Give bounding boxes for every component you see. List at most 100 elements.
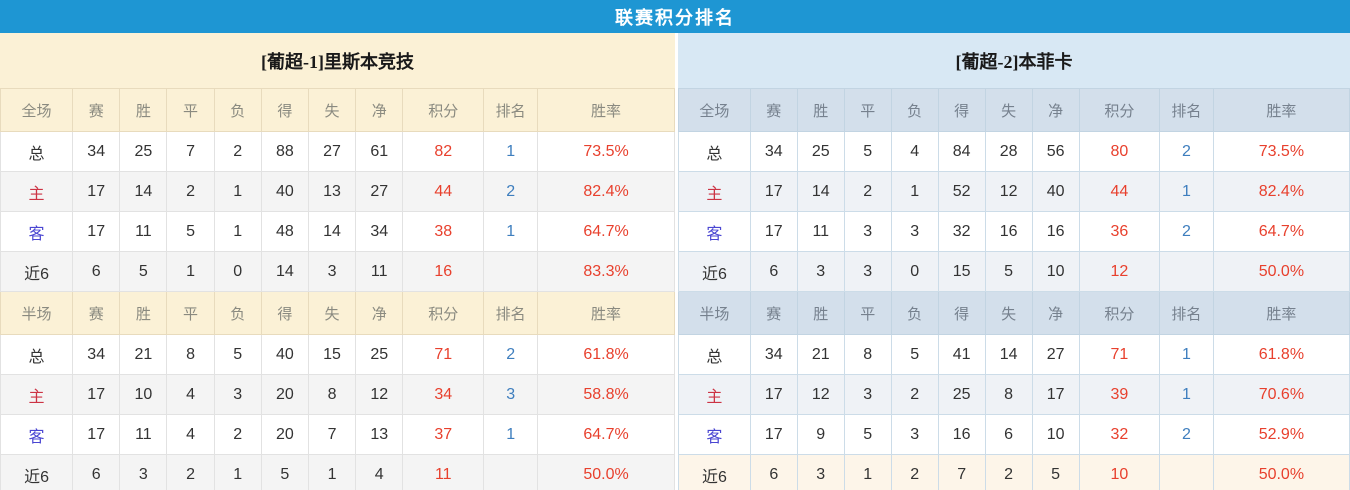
- stat-cell: 11: [119, 211, 168, 252]
- stats-row-recent: 近6 6 3 2 1 5 1 4 11 50.0%: [0, 454, 675, 490]
- rank-cell: 2: [1159, 131, 1214, 172]
- stat-cell: 5: [166, 211, 215, 252]
- points-cell: 12: [1078, 251, 1161, 292]
- rank-cell: 2: [483, 171, 539, 212]
- stat-cell: 2: [890, 374, 939, 415]
- stat-cell: 25: [796, 131, 845, 172]
- stat-cell: 9: [796, 414, 845, 455]
- column-header: 失: [984, 291, 1033, 335]
- stat-cell: 27: [307, 131, 357, 172]
- points-cell: 71: [1078, 334, 1161, 375]
- stat-cell: 14: [119, 171, 168, 212]
- stat-cell: 21: [119, 334, 168, 375]
- rank-cell: 1: [483, 131, 539, 172]
- stat-cell: 7: [307, 414, 357, 455]
- stat-cell: 4: [166, 374, 215, 415]
- column-header: 排名: [1159, 291, 1214, 335]
- stat-cell: 0: [213, 251, 262, 292]
- stat-cell: 4: [355, 454, 404, 490]
- stat-cell: 1: [890, 171, 939, 212]
- stat-cell: 15: [937, 251, 986, 292]
- points-cell: 80: [1078, 131, 1161, 172]
- rank-cell: [1159, 454, 1214, 490]
- stat-cell: 7: [166, 131, 215, 172]
- column-header: 胜率: [537, 88, 675, 132]
- stat-cell: 2: [213, 414, 262, 455]
- stat-cell: 5: [890, 334, 939, 375]
- column-header: 胜: [796, 88, 845, 132]
- column-header: 积分: [1078, 88, 1161, 132]
- row-label: 客: [678, 414, 751, 455]
- stat-cell: 20: [260, 414, 309, 455]
- stats-row-away: 客 17 11 3 3 32 16 16 36 2 64.7%: [678, 211, 1350, 252]
- scope-header: 半场: [0, 291, 74, 335]
- column-header: 净: [355, 291, 404, 335]
- points-cell: 44: [1078, 171, 1161, 212]
- stat-cell: 12: [796, 374, 845, 415]
- stat-cell: 10: [1031, 251, 1080, 292]
- winrate-cell: 50.0%: [537, 454, 675, 490]
- row-label: 近6: [0, 454, 74, 490]
- stat-cell: 2: [984, 454, 1033, 490]
- team-title-right: [葡超-2]本菲卡: [678, 33, 1350, 88]
- scope-header: 全场: [0, 88, 74, 132]
- stat-cell: 5: [1031, 454, 1080, 490]
- points-cell: 16: [402, 251, 485, 292]
- stat-cell: 3: [307, 251, 357, 292]
- stat-cell: 8: [984, 374, 1033, 415]
- stat-cell: 14: [260, 251, 309, 292]
- stats-table-left: 全场赛胜平负得失净积分 排名 胜率总 34 25 7 2 88 27 61 82 1 73.5% 主 17 1…: [0, 88, 675, 490]
- row-label: 近6: [678, 454, 751, 490]
- column-header: 净: [355, 88, 404, 132]
- row-label: 总: [678, 334, 751, 375]
- stat-cell: 17: [749, 374, 798, 415]
- winrate-cell: 52.9%: [1212, 414, 1350, 455]
- scope-header: 全场: [678, 88, 751, 132]
- row-label: 近6: [0, 251, 74, 292]
- column-header: 赛: [72, 88, 121, 132]
- stats-row-recent: 近6 6 3 1 2 7 2 5 10 50.0%: [678, 454, 1350, 490]
- rank-cell: 1: [1159, 334, 1214, 375]
- team-title-left: [葡超-1]里斯本竞技: [0, 33, 675, 88]
- stat-cell: 25: [355, 334, 404, 375]
- stat-cell: 17: [749, 171, 798, 212]
- stat-cell: 52: [937, 171, 986, 212]
- stats-row-home: 主 17 14 2 1 40 13 27 44 2 82.4%: [0, 171, 675, 212]
- stats-row-total: 总 34 25 5 4 84 28 56 80 2 73.5%: [678, 131, 1350, 172]
- stat-cell: 2: [213, 131, 262, 172]
- rank-cell: 1: [1159, 374, 1214, 415]
- column-header: 胜率: [537, 291, 675, 335]
- stat-cell: 17: [72, 374, 121, 415]
- scope-header: 半场: [678, 291, 751, 335]
- column-header: 净: [1031, 88, 1080, 132]
- stat-cell: 1: [213, 454, 262, 490]
- team-table-left: [葡超-1]里斯本竞技 全场赛胜平负得失净积分 排名 胜率总 34 25 7 2 88 27 61…: [0, 33, 675, 490]
- stat-cell: 5: [984, 251, 1033, 292]
- stat-cell: 20: [260, 374, 309, 415]
- stats-row-away: 客 17 11 5 1 48 14 34 38 1 64.7%: [0, 211, 675, 252]
- stat-cell: 2: [843, 171, 892, 212]
- stat-cell: 25: [119, 131, 168, 172]
- column-header: 胜率: [1212, 291, 1350, 335]
- column-header: 赛: [72, 291, 121, 335]
- column-header: 平: [843, 291, 892, 335]
- row-label: 客: [0, 211, 74, 252]
- stat-cell: 5: [260, 454, 309, 490]
- winrate-cell: 73.5%: [1212, 131, 1350, 172]
- rank-cell: [483, 454, 539, 490]
- stats-row-home: 主 17 12 3 2 25 8 17 39 1 70.6%: [678, 374, 1350, 415]
- stat-cell: 2: [166, 171, 215, 212]
- stat-cell: 27: [1031, 334, 1080, 375]
- stat-cell: 4: [890, 131, 939, 172]
- team-tables-container: [葡超-1]里斯本竞技 全场赛胜平负得失净积分 排名 胜率总 34 25 7 2 88 27 61…: [0, 33, 1350, 490]
- stats-row-home: 主 17 10 4 3 20 8 12 34 3 58.8%: [0, 374, 675, 415]
- stat-cell: 40: [260, 334, 309, 375]
- stat-cell: 17: [72, 414, 121, 455]
- stat-cell: 5: [843, 414, 892, 455]
- stat-cell: 3: [796, 454, 845, 490]
- stat-cell: 6: [749, 251, 798, 292]
- stats-row-recent: 近6 6 5 1 0 14 3 11 16 83.3%: [0, 251, 675, 292]
- stat-cell: 6: [749, 454, 798, 490]
- section-header-row: 全场赛胜平负得失净积分 排名 胜率: [678, 88, 1350, 132]
- stat-cell: 13: [307, 171, 357, 212]
